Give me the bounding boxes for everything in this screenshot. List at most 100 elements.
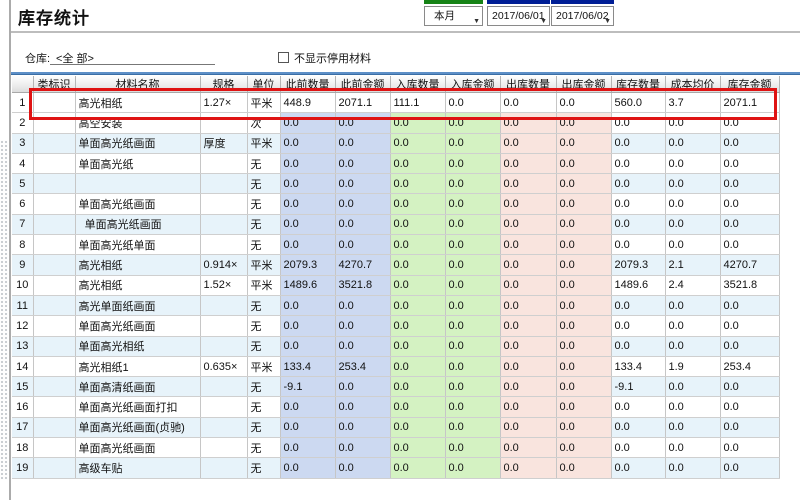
table-cell[interactable]: 253.4	[720, 356, 780, 378]
table-cell[interactable]	[200, 457, 248, 479]
table-cell[interactable]: 1.52×	[200, 275, 248, 296]
column-header[interactable]: 此前金额	[335, 76, 391, 93]
table-cell[interactable]: 0.0	[445, 173, 501, 195]
table-cell[interactable]: 0.0	[335, 396, 391, 418]
table-cell[interactable]: 平米	[247, 254, 281, 276]
column-header[interactable]: 出库金额	[556, 76, 612, 93]
column-header[interactable]: 成本均价	[665, 76, 721, 93]
table-cell[interactable]	[200, 153, 248, 175]
table-cell[interactable]: 0.0	[665, 295, 721, 317]
table-cell[interactable]: 3.7	[665, 92, 721, 114]
column-header[interactable]: 类标识	[33, 76, 76, 93]
table-cell[interactable]: 0.0	[720, 234, 780, 256]
table-row[interactable]: 8 单面高光纸单面无 0.0 0.0 0.0 0.0 0.0 0.0 0.0 0.0 0.0	[12, 234, 780, 256]
table-cell[interactable]: 0.0	[556, 437, 612, 459]
table-cell[interactable]: 0.0	[500, 336, 557, 357]
table-cell[interactable]: 0.0	[390, 315, 446, 337]
table-cell[interactable]	[200, 315, 248, 337]
table-cell[interactable]: 0.0	[335, 112, 391, 134]
table-cell[interactable]: 0.0	[500, 133, 557, 154]
table-cell[interactable]: 0.0	[390, 437, 446, 459]
table-cell[interactable]	[33, 396, 76, 418]
table-cell[interactable]: 0.0	[500, 295, 557, 317]
table-row[interactable]: 3 单面高光纸画面 厚度 平米 0.0 0.0 0.0 0.0 0.0 0.0 0.0 0.0 0.0	[12, 133, 780, 154]
table-cell[interactable]: 高空安装	[75, 112, 201, 134]
column-header[interactable]: 单位	[247, 76, 281, 93]
date-from-select[interactable]: 2017/06/01 ▼	[487, 6, 550, 26]
table-cell[interactable]: 0.0	[445, 315, 501, 337]
table-cell[interactable]: 0.0	[445, 153, 501, 175]
table-cell[interactable]: 0.0	[500, 254, 557, 276]
table-cell[interactable]: 0.0	[390, 336, 446, 357]
table-cell[interactable]: 0.0	[335, 336, 391, 357]
table-cell[interactable]: 448.9	[280, 92, 336, 114]
table-cell[interactable]	[33, 173, 76, 195]
table-cell[interactable]: 0.0	[556, 417, 612, 439]
table-cell[interactable]: 0.0	[556, 112, 612, 134]
table-cell[interactable]: 0.0	[720, 315, 780, 337]
table-cell[interactable]: 0.0	[280, 315, 336, 337]
table-cell[interactable]	[75, 173, 201, 195]
table-cell[interactable]: 0.0	[611, 336, 666, 357]
table-cell[interactable]: 2071.1	[720, 92, 780, 114]
table-cell[interactable]: 0.0	[445, 92, 501, 114]
table-cell[interactable]: 0.0	[335, 234, 391, 256]
table-cell[interactable]: 0.0	[445, 437, 501, 459]
table-cell[interactable]: 133.4	[280, 356, 336, 378]
table-cell[interactable]: 无	[247, 153, 281, 175]
table-cell[interactable]	[33, 153, 76, 175]
table-cell[interactable]: 0.0	[665, 214, 721, 236]
table-cell[interactable]: 高光相纸1	[75, 356, 201, 378]
table-cell[interactable]: 0.0	[556, 376, 612, 398]
table-cell[interactable]	[200, 112, 248, 134]
table-cell[interactable]: 0.0	[280, 457, 336, 479]
table-cell[interactable]: 0.0	[445, 112, 501, 134]
table-cell[interactable]: 0.0	[611, 295, 666, 317]
table-cell[interactable]: 0.0	[665, 153, 721, 175]
table-cell[interactable]: 0.0	[280, 193, 336, 215]
table-cell[interactable]: 无	[247, 437, 281, 459]
table-cell[interactable]	[200, 173, 248, 195]
table-cell[interactable]: 高光单面纸画面	[75, 295, 201, 317]
table-cell[interactable]: 单面高光纸画面	[75, 437, 201, 459]
table-cell[interactable]	[33, 254, 76, 276]
table-cell[interactable]	[200, 376, 248, 398]
table-cell[interactable]: 0.0	[280, 396, 336, 418]
table-cell[interactable]: 0.0	[556, 396, 612, 418]
table-cell[interactable]: 253.4	[335, 356, 391, 378]
table-cell[interactable]: 0.0	[390, 396, 446, 418]
table-cell[interactable]: 厚度	[200, 133, 248, 154]
column-header[interactable]: 出库数量	[500, 76, 557, 93]
column-header[interactable]: 库存金额	[720, 76, 780, 93]
table-cell[interactable]: 无	[247, 173, 281, 195]
table-cell[interactable]: 0.0	[280, 437, 336, 459]
table-cell[interactable]: 0.0	[335, 193, 391, 215]
table-cell[interactable]: 1.9	[665, 356, 721, 378]
table-cell[interactable]	[33, 92, 76, 114]
table-cell[interactable]: 0.0	[720, 336, 780, 357]
table-cell[interactable]: 0.0	[720, 193, 780, 215]
table-cell[interactable]: 0.0	[500, 214, 557, 236]
table-cell[interactable]: 平米	[247, 92, 281, 114]
table-cell[interactable]: 0.0	[335, 457, 391, 479]
table-cell[interactable]: 0.0	[500, 234, 557, 256]
table-row[interactable]: 16 单面高光纸画面打扣无 0.0 0.0 0.0 0.0 0.0 0.0 0.0 0.0 0.0	[12, 396, 780, 418]
table-cell[interactable]	[33, 133, 76, 154]
table-cell[interactable]: 0.0	[280, 417, 336, 439]
table-row[interactable]: 1 高光相纸 1.27× 平米 448.9 2071.1 111.1 0.0 0.0 0.0 560…	[12, 92, 780, 114]
table-cell[interactable]: -9.1	[280, 376, 336, 398]
table-cell[interactable]: 0.0	[556, 336, 612, 357]
table-cell[interactable]: 单面高清纸画面	[75, 376, 201, 398]
table-row[interactable]: 14 高光相纸1 0.635× 平米 133.4 253.4 0.0 0.0 0.0 0.0 133…	[12, 356, 780, 378]
table-cell[interactable]: 0.0	[556, 315, 612, 337]
table-cell[interactable]: 0.0	[390, 376, 446, 398]
hide-disabled-checkbox[interactable]	[278, 52, 289, 63]
table-row[interactable]: 9 高光相纸 0.914× 平米 2079.3 4270.7 0.0 0.0 0.0 0.0 207…	[12, 254, 780, 276]
table-cell[interactable]: 0.0	[500, 457, 557, 479]
table-row[interactable]: 5 无 0.0 0.0 0.0 0.0 0.0 0.0 0.0 0.0 0.0	[12, 173, 780, 195]
table-cell[interactable]: 0.0	[556, 214, 612, 236]
table-cell[interactable]: -9.1	[611, 376, 666, 398]
table-row[interactable]: 17 单面高光纸画面(贞驰) 无 0.0 0.0 0.0 0.0 0.0 0.0 0.0 0.0 0.…	[12, 417, 780, 439]
table-cell[interactable]	[33, 315, 76, 337]
table-cell[interactable]: 0.0	[335, 173, 391, 195]
